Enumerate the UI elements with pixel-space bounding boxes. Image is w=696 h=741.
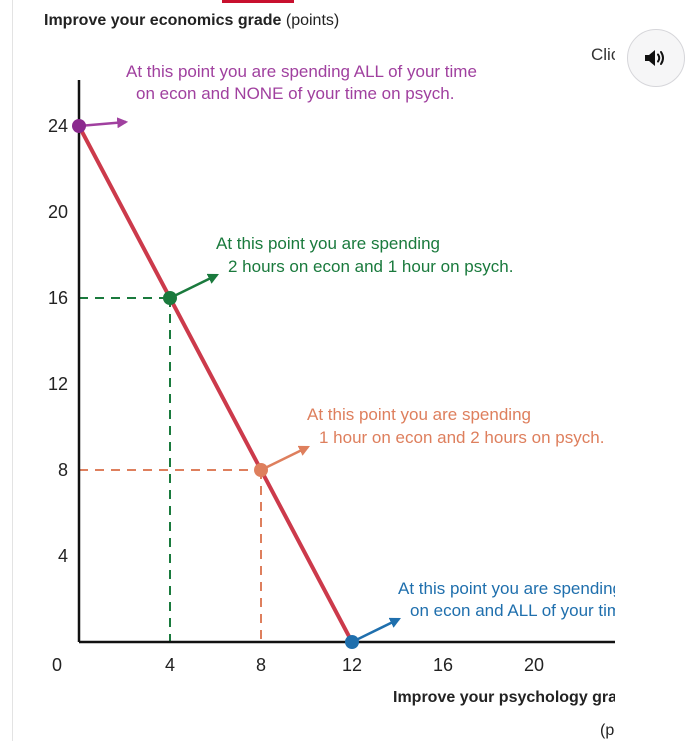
annotation-arrow — [351, 617, 401, 644]
y-tick-label: 16 — [48, 288, 68, 308]
y-tick-label: 24 — [48, 116, 68, 136]
x-tick-label: 4 — [165, 655, 175, 675]
active-tab-indicator — [222, 0, 294, 3]
annotation-arrow — [260, 445, 310, 472]
x-axis-label-bold: Improve your psychology grade — [393, 689, 615, 706]
annotation-text: At this point you are spending ALL of yo… — [126, 62, 477, 81]
audio-button[interactable] — [627, 29, 685, 87]
speaker-icon — [645, 50, 664, 66]
ppf-series — [77, 124, 354, 644]
x-tick-label: 24 — [615, 655, 635, 675]
x-tick-label: 16 — [433, 655, 453, 675]
annotation-text: on econ and NONE of your time on psych. — [136, 84, 454, 103]
annotation-text: 2 hours on econ and 1 hour on psych. — [228, 257, 513, 276]
x-tick-label: 8 — [256, 655, 266, 675]
annotation-text: At this point you are spending — [307, 405, 531, 424]
annotation-text: 1 hour on econ and 2 hours on psych. — [319, 428, 604, 447]
click-hint: Click — [591, 45, 615, 64]
x-tick-label: 0 — [52, 655, 62, 675]
y-tick-label: 20 — [48, 202, 68, 222]
ppf-line — [77, 124, 354, 644]
x-axis-label: Improve your psychology grade — [393, 689, 615, 707]
y-tick-label: 4 — [58, 546, 68, 566]
annotations: At this point you are spending ALL of yo… — [126, 62, 696, 620]
annotation-arrow — [169, 273, 219, 300]
y-tick-label: 12 — [48, 374, 68, 394]
data-points — [72, 119, 359, 649]
left-border — [12, 0, 13, 741]
y-axis-label-bold: Improve your economics grade — [44, 12, 282, 29]
data-point — [254, 463, 268, 477]
annotation-text: on econ and ALL of your time on psych. — [410, 601, 696, 620]
annotation-arrow — [78, 117, 129, 129]
axes — [77, 80, 615, 644]
data-point — [163, 291, 177, 305]
annotation-text: At this point you are spending — [216, 234, 440, 253]
data-point — [72, 119, 86, 133]
y-tick-label: 8 — [58, 460, 68, 480]
tick-labels: 4 8 12 16 20 24 0 4 8 12 16 20 24 — [48, 116, 635, 675]
x-tick-label: 20 — [524, 655, 544, 675]
y-axis-label: Improve your economics grade (points) — [44, 12, 339, 30]
x-axis-unit-wrap: (points) — [600, 722, 615, 740]
x-axis-unit: (points) — [600, 722, 615, 739]
data-point — [345, 635, 359, 649]
annotation-text: At this point you are spending NONE of y… — [398, 579, 696, 598]
y-axis-unit: (points) — [285, 12, 340, 29]
annotation-arrows — [78, 117, 401, 644]
x-tick-label: 12 — [342, 655, 362, 675]
guide-lines — [79, 297, 262, 642]
